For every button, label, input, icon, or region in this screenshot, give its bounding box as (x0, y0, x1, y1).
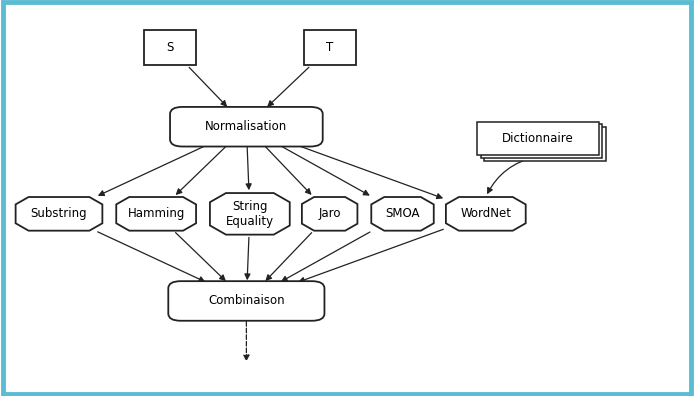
Text: Normalisation: Normalisation (205, 120, 287, 133)
Text: S: S (167, 41, 174, 54)
Text: T: T (326, 41, 333, 54)
FancyBboxPatch shape (484, 127, 605, 161)
Text: SMOA: SMOA (385, 208, 420, 220)
Text: String
Equality: String Equality (226, 200, 274, 228)
Polygon shape (446, 197, 525, 230)
Polygon shape (16, 197, 103, 230)
FancyBboxPatch shape (168, 281, 324, 321)
FancyBboxPatch shape (303, 30, 355, 65)
FancyBboxPatch shape (3, 2, 691, 394)
Polygon shape (302, 197, 357, 230)
Polygon shape (117, 197, 196, 230)
FancyBboxPatch shape (144, 30, 196, 65)
Text: Hamming: Hamming (128, 208, 185, 220)
FancyBboxPatch shape (477, 122, 598, 155)
Text: WordNet: WordNet (460, 208, 511, 220)
Text: Combinaison: Combinaison (208, 295, 285, 307)
Polygon shape (210, 193, 290, 234)
Polygon shape (371, 197, 434, 230)
FancyBboxPatch shape (480, 124, 602, 158)
Text: Dictionnaire: Dictionnaire (502, 132, 574, 145)
Text: Jaro: Jaro (319, 208, 341, 220)
FancyBboxPatch shape (170, 107, 323, 147)
Text: Substring: Substring (31, 208, 87, 220)
